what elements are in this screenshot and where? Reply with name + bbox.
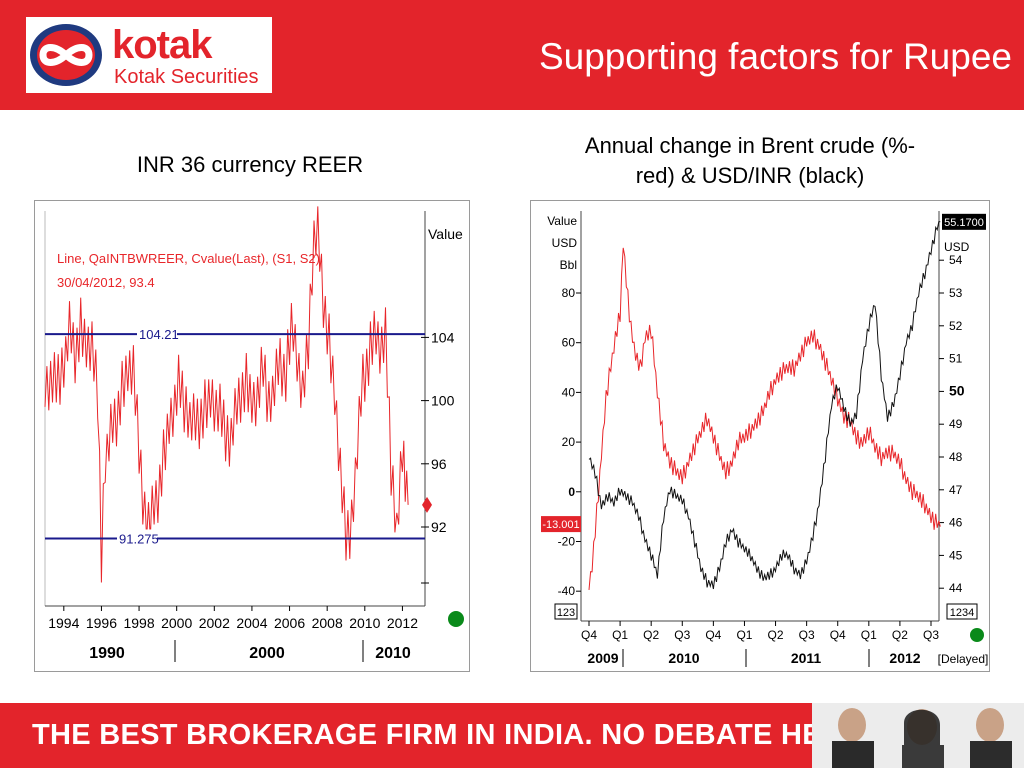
reference-label: 104.21	[139, 327, 179, 342]
usdinr-line	[588, 221, 941, 590]
slide-header: kotak Kotak Securities Supporting factor…	[0, 0, 1024, 110]
left-tick-label: -20	[558, 534, 576, 548]
left-tick-label: 60	[562, 336, 576, 350]
x-group-label: 2010	[668, 650, 699, 666]
x-tick-label: 1994	[48, 615, 79, 631]
right-axis-label: USD	[944, 240, 970, 254]
brent-change-line	[588, 247, 941, 590]
x-group-label: 2000	[249, 645, 285, 662]
delayed-status-label: [Delayed]	[938, 652, 989, 666]
left-tick-label: 0	[568, 485, 575, 499]
left-last-value-text: -13.001	[542, 519, 579, 531]
right-tick-label: 44	[949, 581, 963, 595]
x-tick-label: Q4	[830, 628, 846, 642]
x-tick-label: 1996	[86, 615, 117, 631]
kotak-infinity-icon	[30, 24, 102, 86]
reer-chart: Value 92 96 100 104 104.21 91.275 Line, QaINTBW…	[44, 206, 464, 662]
brand-ambassadors-photo	[812, 703, 1024, 768]
last-value-marker	[422, 496, 432, 513]
right-last-value-text: 55.1700	[944, 217, 984, 229]
status-green-dot	[448, 611, 464, 627]
reference-label: 91.275	[119, 531, 159, 546]
right-tick-label: 45	[949, 548, 963, 562]
left-tick-label: 40	[562, 385, 576, 399]
reference-label-bg	[137, 325, 177, 342]
right-tick-label: 51	[949, 352, 963, 366]
x-group-label: 2012	[889, 650, 920, 666]
y-axis-label: Value	[428, 226, 463, 242]
y-tick-label: 104	[431, 329, 455, 345]
brent-usdinr-chart: ValueUSDBblPriceUSD-40-20020406080444546…	[541, 211, 989, 667]
right-tick-label: 49	[949, 417, 963, 431]
right-tick-label: 52	[949, 319, 963, 333]
legend-last-value: 30/04/2012, 93.4	[57, 275, 155, 290]
x-tick-label: Q2	[892, 628, 908, 642]
x-tick-label: 2000	[161, 615, 192, 631]
status-green-dot	[970, 628, 984, 642]
x-tick-label: 2002	[199, 615, 230, 631]
y-tick-label: 100	[431, 393, 455, 409]
slide-title: Supporting factors for Rupee	[538, 36, 1012, 77]
legend-series: Line, QaINTBWREER, Cvalue(Last), (S1, S2…	[57, 251, 320, 266]
x-tick-label: 2012	[387, 615, 418, 631]
x-tick-label: Q1	[612, 628, 628, 642]
logo-wordmark: kotak	[112, 23, 212, 67]
x-tick-label: Q3	[923, 628, 939, 642]
x-tick-label: 2006	[274, 615, 305, 631]
left-axis-label: Bbl	[560, 258, 577, 272]
x-tick-label: 2004	[236, 615, 267, 631]
x-tick-label: 2010	[349, 615, 380, 631]
right-tick-label: 48	[949, 450, 963, 464]
x-tick-label: Q3	[799, 628, 815, 642]
x-group-label: 2009	[587, 650, 618, 666]
footer-banner: THE BEST BROKERAGE FIRM IN INDIA. NO DEB…	[0, 703, 1024, 768]
right-chart-title-line1: Annual change in Brent crude (%-	[584, 133, 916, 158]
footer-tagline: THE BEST BROKERAGE FIRM IN INDIA. NO DEB…	[32, 719, 872, 751]
brent-usdinr-chart-frame: ValueUSDBblPriceUSD-40-20020406080444546…	[530, 200, 990, 672]
left-chart-title: INR 36 currency REER	[136, 152, 364, 177]
right-tick-label: 54	[949, 253, 963, 267]
x-tick-label: Q2	[768, 628, 784, 642]
corner-label-box	[946, 603, 978, 620]
reer-line	[44, 206, 409, 583]
right-tick-label: 46	[949, 516, 963, 530]
reference-label-bg	[117, 529, 157, 546]
y-tick-label: 96	[431, 456, 447, 472]
y-tick-label: 92	[431, 519, 447, 535]
x-tick-label: Q2	[643, 628, 659, 642]
left-tick-label: 20	[562, 435, 576, 449]
right-chart-title-line2: red) & USD/INR (black)	[635, 163, 865, 188]
x-group-label: 1990	[89, 645, 125, 662]
kotak-logo: kotak Kotak Securities	[26, 17, 272, 93]
x-group-label: 2011	[791, 650, 822, 666]
x-tick-label: Q4	[705, 628, 721, 642]
corner-label-box	[554, 603, 578, 620]
left-tick-label: 80	[562, 286, 576, 300]
x-tick-label: 1998	[123, 615, 154, 631]
x-tick-label: Q1	[736, 628, 752, 642]
left-axis-label: Value	[547, 214, 577, 228]
left-last-value-badge	[541, 516, 581, 533]
corner-label-right: 1234	[950, 607, 974, 619]
left-axis-label: USD	[552, 236, 578, 250]
x-tick-label: Q1	[861, 628, 877, 642]
reer-chart-frame: Value 92 96 100 104 104.21 91.275 Line, QaINTBW…	[34, 200, 470, 672]
left-tick-label: -40	[558, 584, 576, 598]
x-tick-label: 2008	[312, 615, 343, 631]
people-illustration	[812, 703, 1024, 768]
corner-label-left: 123	[557, 607, 575, 619]
x-tick-label: Q4	[581, 628, 597, 642]
right-tick-label: 47	[949, 483, 963, 497]
logo-subtitle: Kotak Securities	[114, 66, 259, 88]
right-chart-title: Annual change in Brent crude (%- red) & …	[530, 131, 970, 191]
right-last-value-badge	[942, 213, 986, 230]
x-group-label: 2010	[375, 645, 411, 662]
x-tick-label: Q3	[674, 628, 690, 642]
right-tick-label: 50	[949, 382, 965, 398]
right-tick-label: 53	[949, 286, 963, 300]
